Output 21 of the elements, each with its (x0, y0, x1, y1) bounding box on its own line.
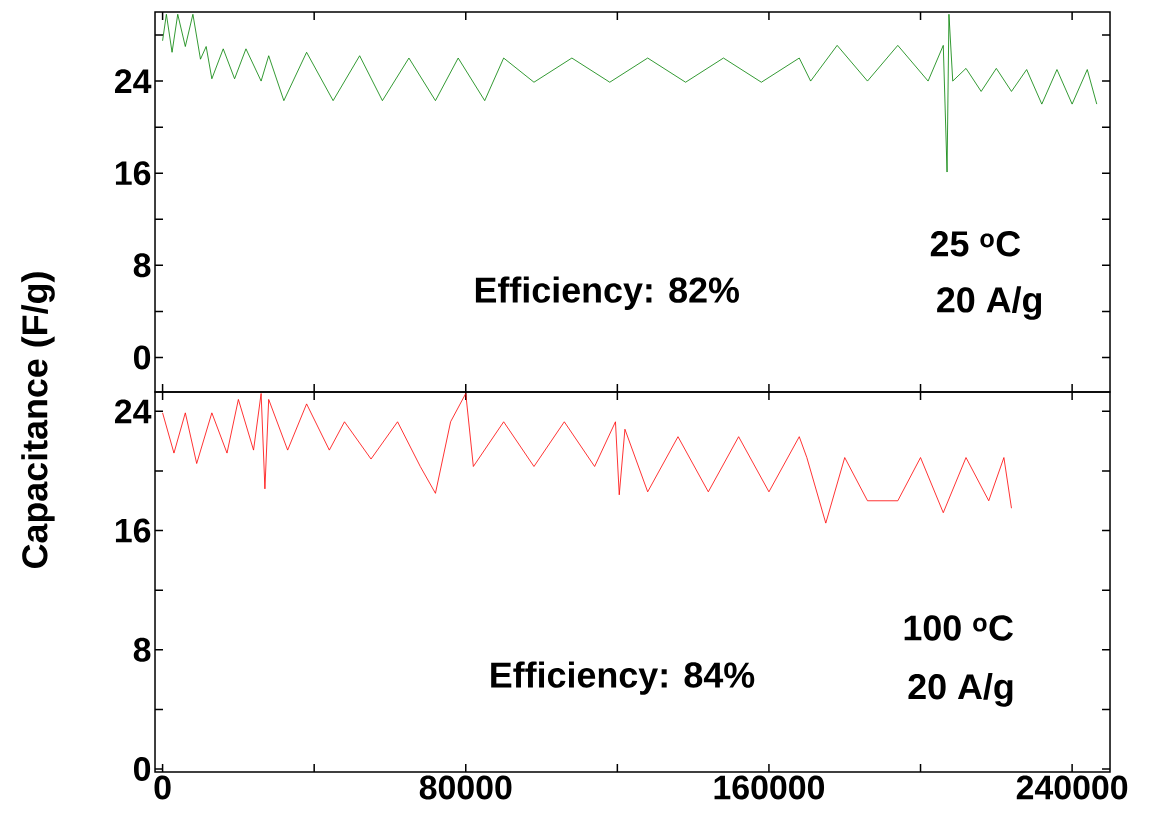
y-tick-label: 8 (133, 253, 151, 278)
x-tick-label: 160000 (714, 775, 825, 800)
y-tick-label: 16 (115, 518, 151, 543)
annotation: 100 $^{o}$C (904, 615, 1013, 641)
y-tick-label: 16 (115, 161, 151, 186)
y-tick-label: 24 (114, 69, 152, 93)
annotation: 25 $^{o}$C (930, 231, 1021, 257)
annotation: 20 A/g (937, 286, 1042, 320)
line-series (162, 393, 1012, 524)
y-tick-label: 24 (114, 399, 152, 424)
x-tick-label: 240000 (1016, 775, 1128, 800)
y-axis-title: Capacitance (F/g) (21, 272, 55, 568)
annotation: Efficiency: 82% (475, 276, 739, 310)
y-tick-label: 8 (133, 637, 151, 662)
annotation: 20 A/g (908, 673, 1013, 707)
annotation: Efficiency: 84% (491, 661, 755, 695)
x-tick-label: 80000 (419, 775, 512, 800)
x-tick-label: 0 (154, 775, 171, 800)
y-tick-label: 0 (133, 757, 151, 781)
line-series (162, 13, 1098, 173)
y-tick-label: 0 (133, 345, 151, 370)
